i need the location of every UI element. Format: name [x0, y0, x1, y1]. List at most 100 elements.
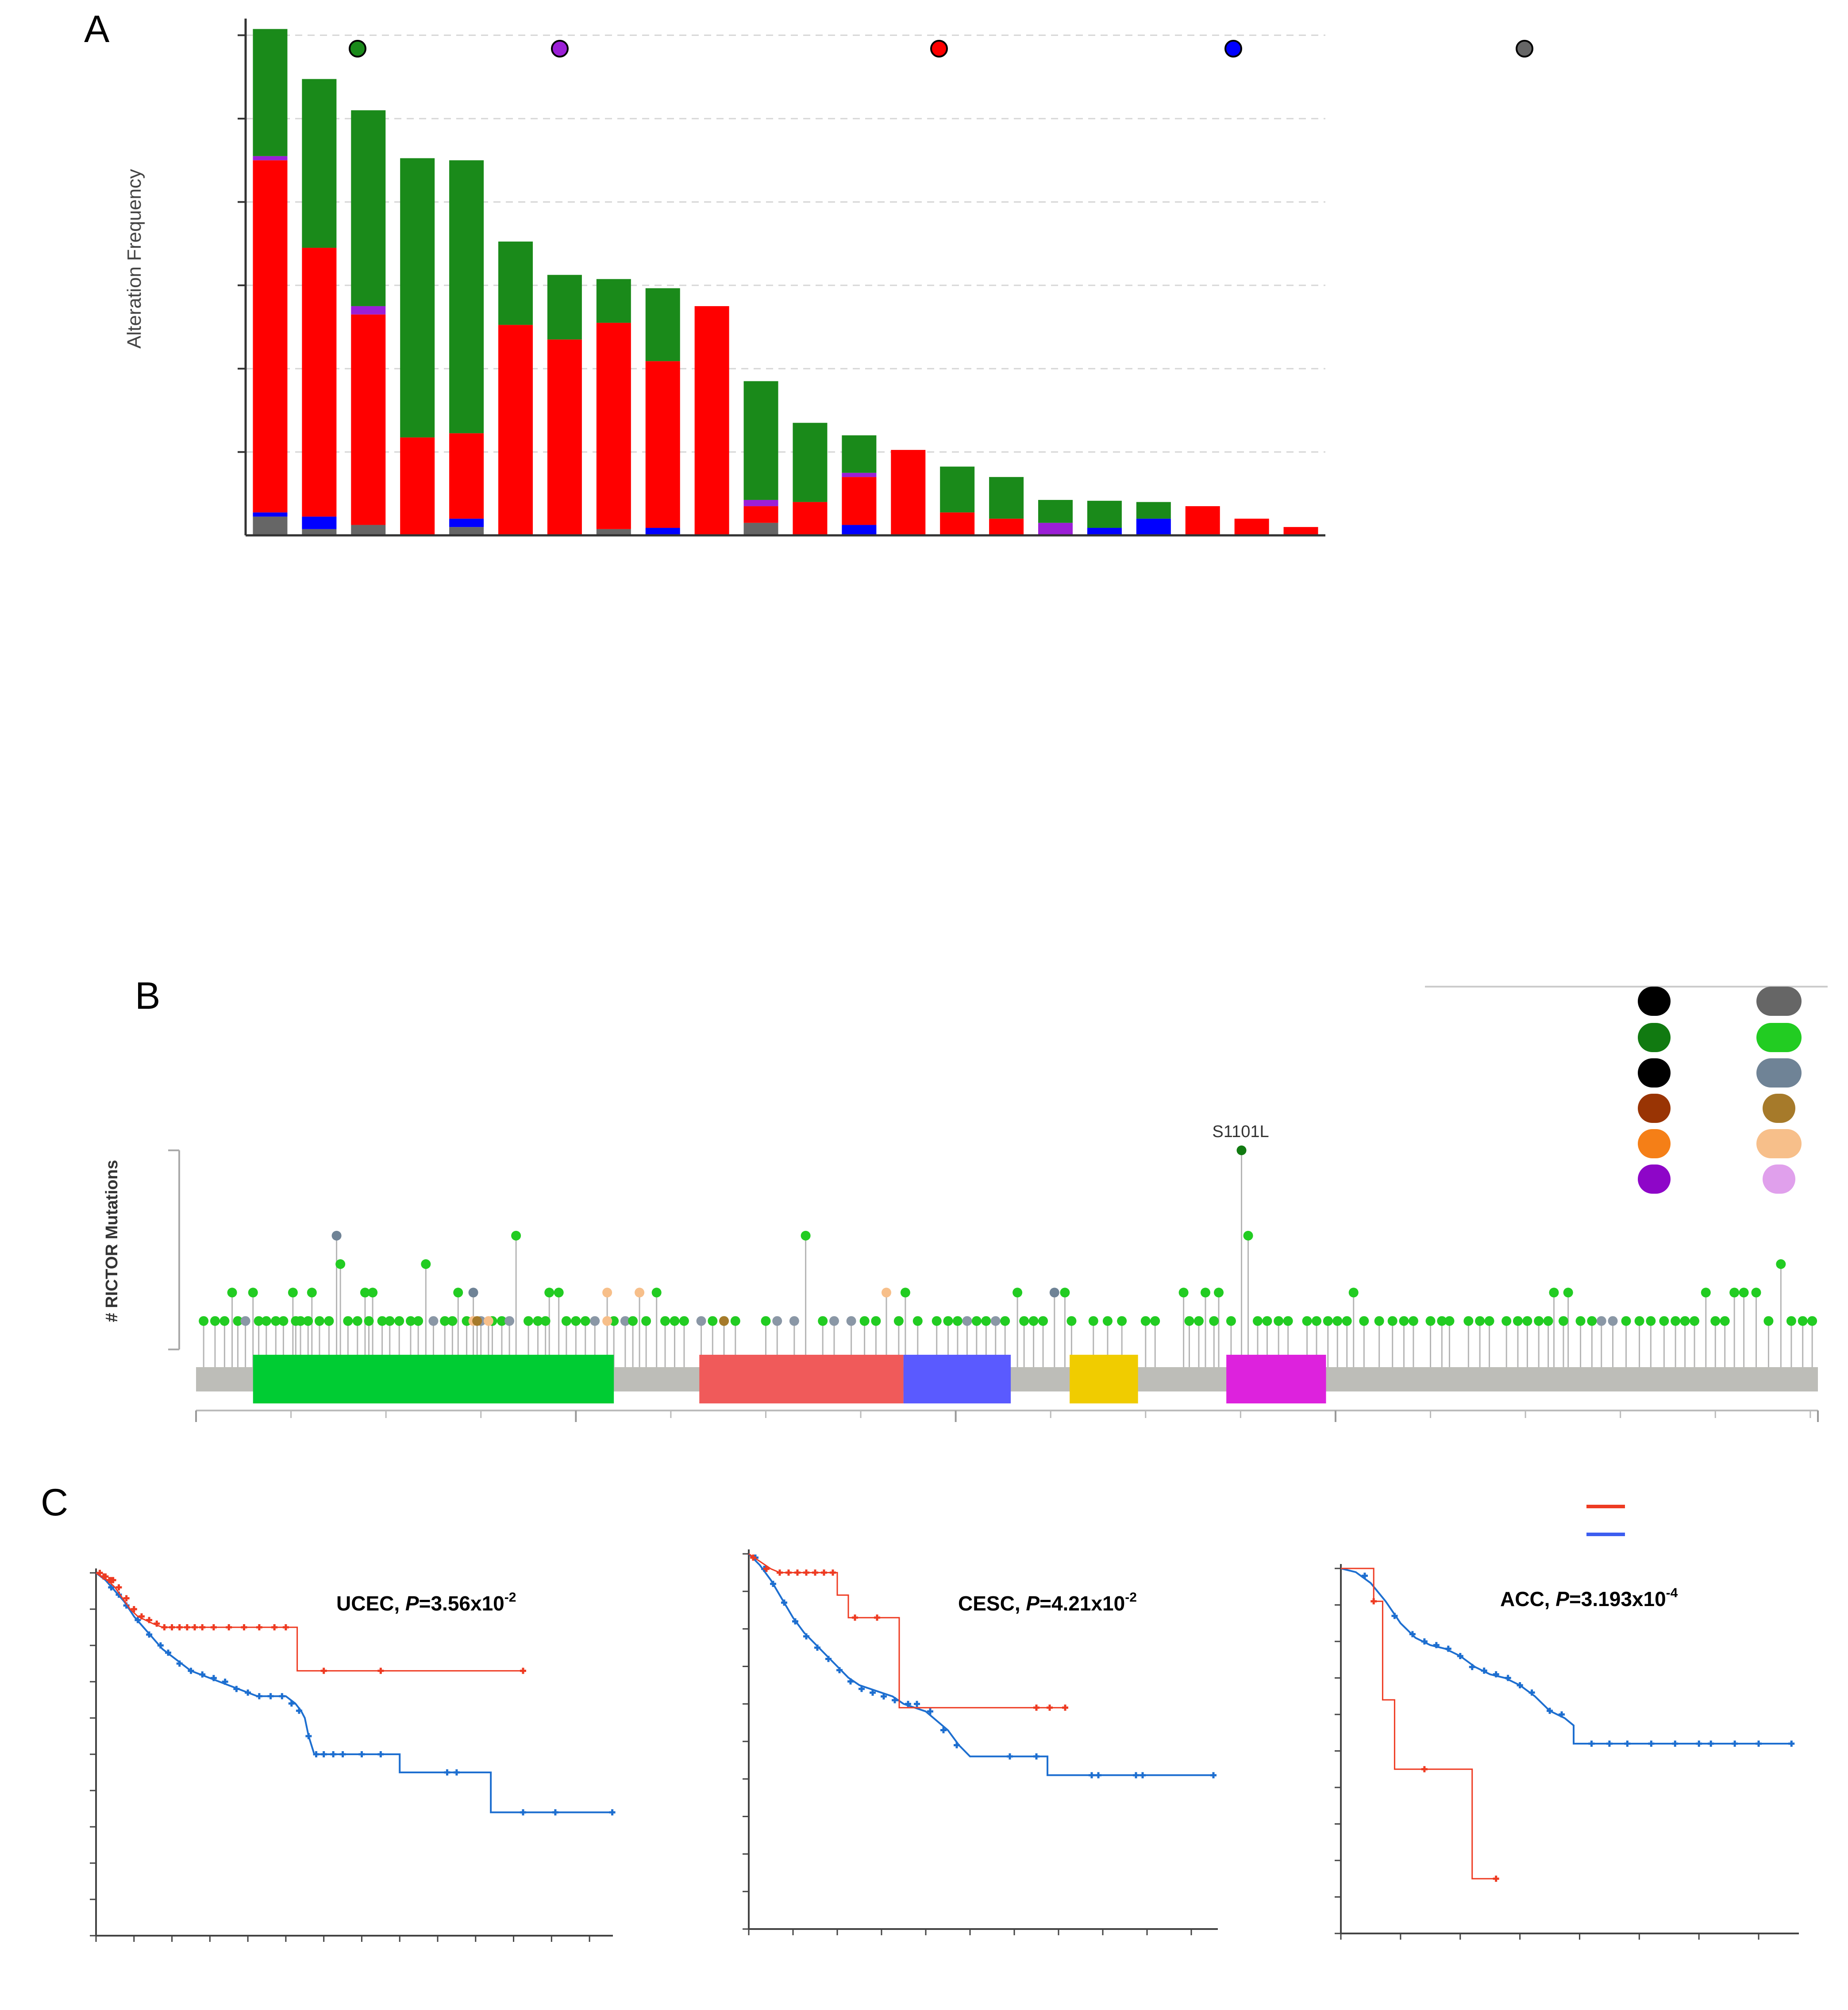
lollipop-head	[670, 1316, 680, 1326]
lollipop-head	[540, 1316, 551, 1326]
censor-mark	[750, 1554, 756, 1561]
bar-segment-amplification	[842, 477, 877, 525]
lollipop-head	[314, 1316, 324, 1326]
count-pill	[1638, 1094, 1671, 1123]
censor-mark	[803, 1569, 809, 1576]
plot-title-eq: =	[419, 1592, 431, 1615]
censor-mark	[116, 1584, 122, 1591]
lollipop-head	[307, 1287, 317, 1298]
count-pill	[1638, 1164, 1671, 1194]
censor-mark	[165, 1649, 171, 1656]
lollipop-head	[696, 1316, 706, 1326]
bar-segment-deep-deletion	[842, 525, 877, 535]
lollipop-head	[651, 1287, 662, 1298]
lollipop-head	[271, 1316, 281, 1326]
bar-segment-structural-variant	[253, 156, 288, 161]
censor-mark	[241, 1624, 247, 1630]
censor-mark	[1445, 1645, 1451, 1652]
lollipop-head	[233, 1316, 243, 1326]
censor-mark	[1528, 1689, 1535, 1696]
bar-segment-amplification	[498, 325, 533, 535]
lollipop-head	[871, 1316, 881, 1326]
censor-mark	[1756, 1741, 1762, 1747]
lollipop-head	[602, 1316, 612, 1326]
censor-mark	[131, 1606, 137, 1612]
lollipop-head	[571, 1316, 581, 1326]
lollipop-head	[1798, 1316, 1808, 1326]
legend-divider	[1425, 986, 1828, 988]
lollipop-head	[303, 1316, 313, 1326]
censor-mark	[377, 1751, 384, 1757]
censor-mark	[1391, 1613, 1398, 1619]
lollipop-head	[1437, 1316, 1447, 1326]
bar-segment-structural-variant	[1038, 523, 1073, 535]
censor-mark	[102, 1573, 109, 1580]
plot-title-exponent: -4	[1666, 1586, 1678, 1600]
lollipop-head	[1543, 1316, 1553, 1326]
censor-mark	[1559, 1711, 1565, 1718]
censor-mark	[1433, 1642, 1440, 1649]
censor-mark	[256, 1624, 262, 1630]
censor-mark	[226, 1624, 232, 1630]
lollipop-head	[561, 1316, 571, 1326]
lollipop-head	[1302, 1316, 1312, 1326]
bar-segment-amplification	[547, 339, 582, 535]
censor-mark	[1469, 1664, 1475, 1670]
lollipop-head	[335, 1259, 346, 1269]
bar-segment-deep-deletion	[449, 519, 484, 527]
lollipop-head	[1463, 1316, 1474, 1326]
plot-title-eq: =	[1040, 1592, 1051, 1615]
lollipop-head	[1701, 1287, 1711, 1298]
censor-mark	[267, 1693, 274, 1699]
plot-title: UCEC, P=3.56x10-2	[336, 1590, 516, 1615]
lollipop-head	[900, 1287, 910, 1298]
plot-title-pvalue: 3.193x10	[1581, 1587, 1666, 1610]
legend-marker	[551, 40, 569, 58]
panel-b-x-axis	[195, 1410, 1819, 1422]
bar-segment-mutation	[743, 381, 778, 500]
censor-mark	[138, 1613, 145, 1620]
bar-segment-mutation	[645, 288, 680, 361]
censor-mark	[188, 1668, 194, 1674]
censor-mark	[1140, 1772, 1146, 1779]
plot-title-pvalue: 4.21x10	[1051, 1592, 1125, 1615]
censor-mark	[520, 1809, 526, 1816]
bar-segment-amplification	[1185, 506, 1220, 535]
lollipop-head	[859, 1316, 870, 1326]
bar-segment-mutation	[253, 29, 288, 156]
censor-mark	[288, 1700, 295, 1707]
lollipop-head	[524, 1316, 534, 1326]
censor-mark	[1033, 1753, 1040, 1760]
censor-mark	[453, 1769, 460, 1776]
censor-mark	[812, 1569, 818, 1576]
lollipop-head	[1060, 1287, 1070, 1298]
censor-mark	[1457, 1653, 1463, 1659]
bar-segment-deep-deletion	[302, 516, 337, 529]
lollipop-head	[1200, 1287, 1210, 1298]
lollipop-head	[324, 1316, 334, 1326]
bar-segment-mutation	[793, 423, 828, 502]
censor-mark	[282, 1624, 289, 1630]
lollipop-head	[240, 1316, 250, 1326]
censor-mark	[146, 1631, 153, 1638]
lollipop-head	[801, 1230, 811, 1241]
lollipop-head	[719, 1316, 729, 1326]
panel-b-label: B	[135, 975, 160, 1017]
lollipop-head	[932, 1316, 942, 1326]
censor-mark	[892, 1697, 898, 1703]
lollipop-head	[1502, 1316, 1512, 1326]
lollipop-head	[1088, 1316, 1098, 1326]
bar-segment-amplification	[989, 519, 1024, 535]
lollipop-head	[1348, 1287, 1359, 1298]
lollipop-head	[405, 1316, 416, 1326]
lollipop-head	[881, 1287, 891, 1298]
bar-segment-mutation	[989, 477, 1024, 519]
bar-segment-multiple-alterations	[596, 529, 631, 535]
count-pill	[1756, 1023, 1802, 1052]
lollipop-head	[1214, 1287, 1224, 1298]
bar-segment-structural-variant	[351, 306, 386, 315]
bar-segment-amplification	[743, 506, 778, 523]
bar-segment-multiple-alterations	[449, 527, 484, 535]
panel-c: C UCEC, P=3.56x10-2 CESC, P=4.21x10-2 ACC,…	[41, 1481, 1799, 1942]
censor-mark	[1505, 1675, 1511, 1681]
